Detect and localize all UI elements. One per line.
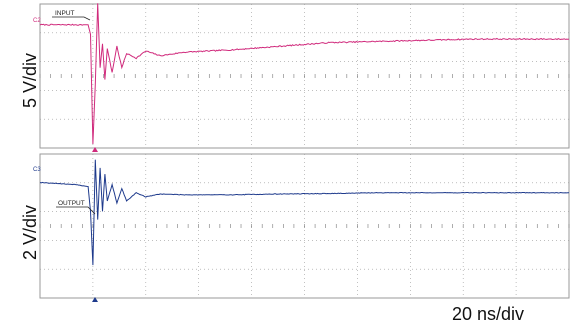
input-label-leader <box>52 16 91 21</box>
input-trace <box>39 3 570 145</box>
output-label-leader <box>56 206 96 215</box>
output-volts-per-div-label: 2 V/div <box>20 205 40 260</box>
output-trigger-marker <box>92 297 98 302</box>
output-panel-grid <box>39 154 570 298</box>
input-volts-per-div-label: 5 V/div <box>20 53 40 108</box>
input-trigger-marker <box>92 147 98 152</box>
output-trace <box>39 159 570 266</box>
input-panel-grid <box>39 4 570 148</box>
input-signal-label: INPUT <box>55 10 75 17</box>
c3-channel-tag: C3 <box>33 167 41 173</box>
c2-channel-tag: C2 <box>33 18 41 24</box>
output-signal-label: OUTPUT <box>58 200 85 207</box>
timebase-label: 20 ns/div <box>452 304 524 324</box>
